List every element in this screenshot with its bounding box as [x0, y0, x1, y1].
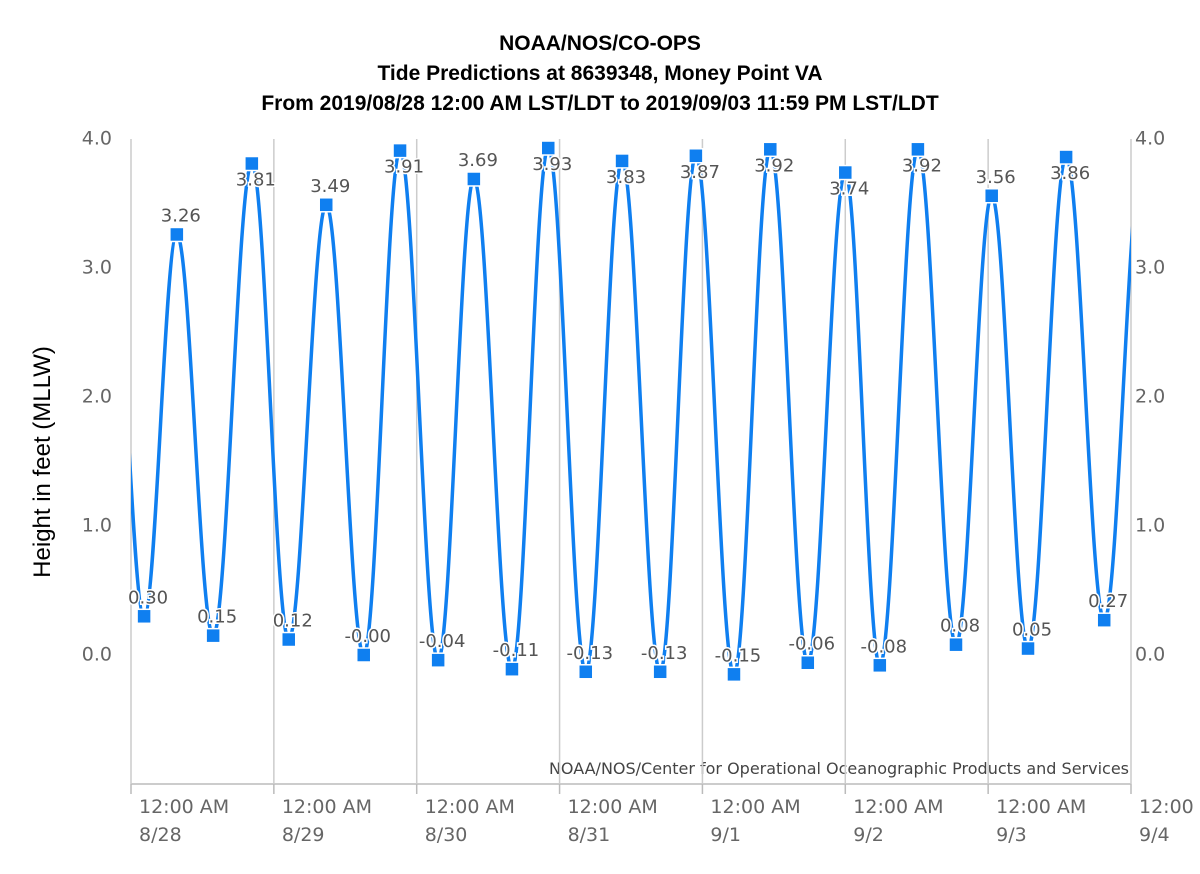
tide-curve: [142, 146, 1106, 677]
data-label: -0.08: [861, 636, 908, 657]
marker: [983, 188, 1000, 204]
data-label: 3.56: [976, 167, 1016, 188]
data-label: 3.74: [829, 179, 869, 200]
curve-extension: [1102, 226, 1131, 622]
marker: [837, 164, 854, 181]
data-label: 0.27: [1088, 591, 1128, 612]
data-label: 0.15: [197, 607, 237, 628]
data-label: -0.13: [641, 643, 688, 664]
y-tick-label: 3.0: [82, 257, 112, 279]
x-tick-label: 12:00 AM 9/1: [710, 796, 801, 846]
y2-tick-label: 1.0: [1135, 515, 1165, 537]
marker: [466, 171, 482, 187]
data-label: 0.30: [128, 587, 168, 608]
data-label: 3.86: [1050, 163, 1090, 184]
chart-subtitle: From 2019/08/28 12:00 AM LST/LDT to 2019…: [261, 92, 938, 115]
marker: [614, 153, 630, 169]
marker: [1096, 612, 1112, 628]
data-label: 0.08: [940, 616, 980, 637]
marker: [762, 141, 779, 158]
y2-tick-label: 4.0: [1135, 128, 1165, 150]
data-label: 3.49: [310, 176, 350, 197]
marker: [726, 666, 742, 683]
y2-tick-label: 3.0: [1135, 257, 1165, 279]
data-label: -0.15: [715, 645, 762, 666]
x-tick-label: 12:00 9/4: [1139, 796, 1194, 846]
data-label: 0.12: [273, 611, 313, 632]
marker: [540, 140, 557, 156]
x-tick-label: 12:00 AM 8/29: [281, 796, 373, 846]
y2-tick-label: 2.0: [1135, 386, 1165, 408]
data-label: 0.05: [1012, 620, 1052, 641]
data-label: 3.91: [384, 157, 424, 178]
marker: [578, 664, 594, 680]
data-label: 3.26: [161, 205, 201, 226]
y-tick-label: 4.0: [82, 128, 112, 150]
x-tick-label: 12:00 AM 8/30: [424, 796, 515, 846]
data-label: 3.93: [532, 154, 572, 175]
marker: [280, 631, 297, 648]
marker: [169, 226, 185, 243]
data-label: -0.00: [344, 626, 391, 647]
marker: [504, 661, 520, 677]
marker: [688, 148, 704, 164]
data-label: -0.04: [419, 631, 466, 652]
data-label: 3.87: [680, 162, 720, 183]
data-label: -0.06: [788, 634, 835, 655]
data-label: 3.69: [458, 150, 498, 171]
marker: [1058, 149, 1074, 165]
marker: [205, 627, 221, 644]
chart-subtitle: Tide Predictions at 8639348, Money Point…: [377, 62, 822, 85]
marker: [800, 654, 816, 671]
marker: [318, 197, 334, 213]
marker: [430, 652, 446, 668]
marker: [948, 636, 964, 653]
marker: [355, 647, 372, 663]
credit: NOAA/NOS/Center for Operational Oceanogr…: [549, 759, 1129, 778]
y-tick-label: 2.0: [82, 386, 112, 408]
x-tick-label: 12:00 AM 8/28: [139, 796, 230, 846]
data-label: -0.13: [566, 643, 613, 664]
x-tick-label: 12:00 AM 9/3: [996, 796, 1087, 846]
data-label: -0.11: [493, 640, 540, 661]
data-label: 3.83: [606, 167, 646, 188]
marker: [1020, 640, 1036, 657]
marker: [872, 657, 888, 674]
marker: [392, 142, 408, 159]
y2-tick-label: 0.0: [1135, 644, 1165, 666]
marker: [652, 664, 668, 680]
marker: [136, 608, 152, 625]
marker: [910, 141, 926, 158]
curve-extension: [131, 452, 146, 619]
data-label: 3.92: [902, 155, 942, 176]
x-tick-label: 12:00 AM 8/31: [567, 796, 658, 846]
data-label: 3.81: [236, 170, 276, 191]
y-axis-title: Height in feet (MLLW): [29, 346, 56, 578]
x-tick-label: 12:00 AM 9/2: [853, 796, 944, 846]
chart-title: NOAA/NOS/CO-OPS: [499, 32, 701, 55]
y-tick-label: 0.0: [82, 644, 112, 666]
marker: [244, 155, 260, 172]
y-tick-label: 1.0: [82, 515, 112, 537]
data-label: 3.92: [754, 155, 794, 176]
